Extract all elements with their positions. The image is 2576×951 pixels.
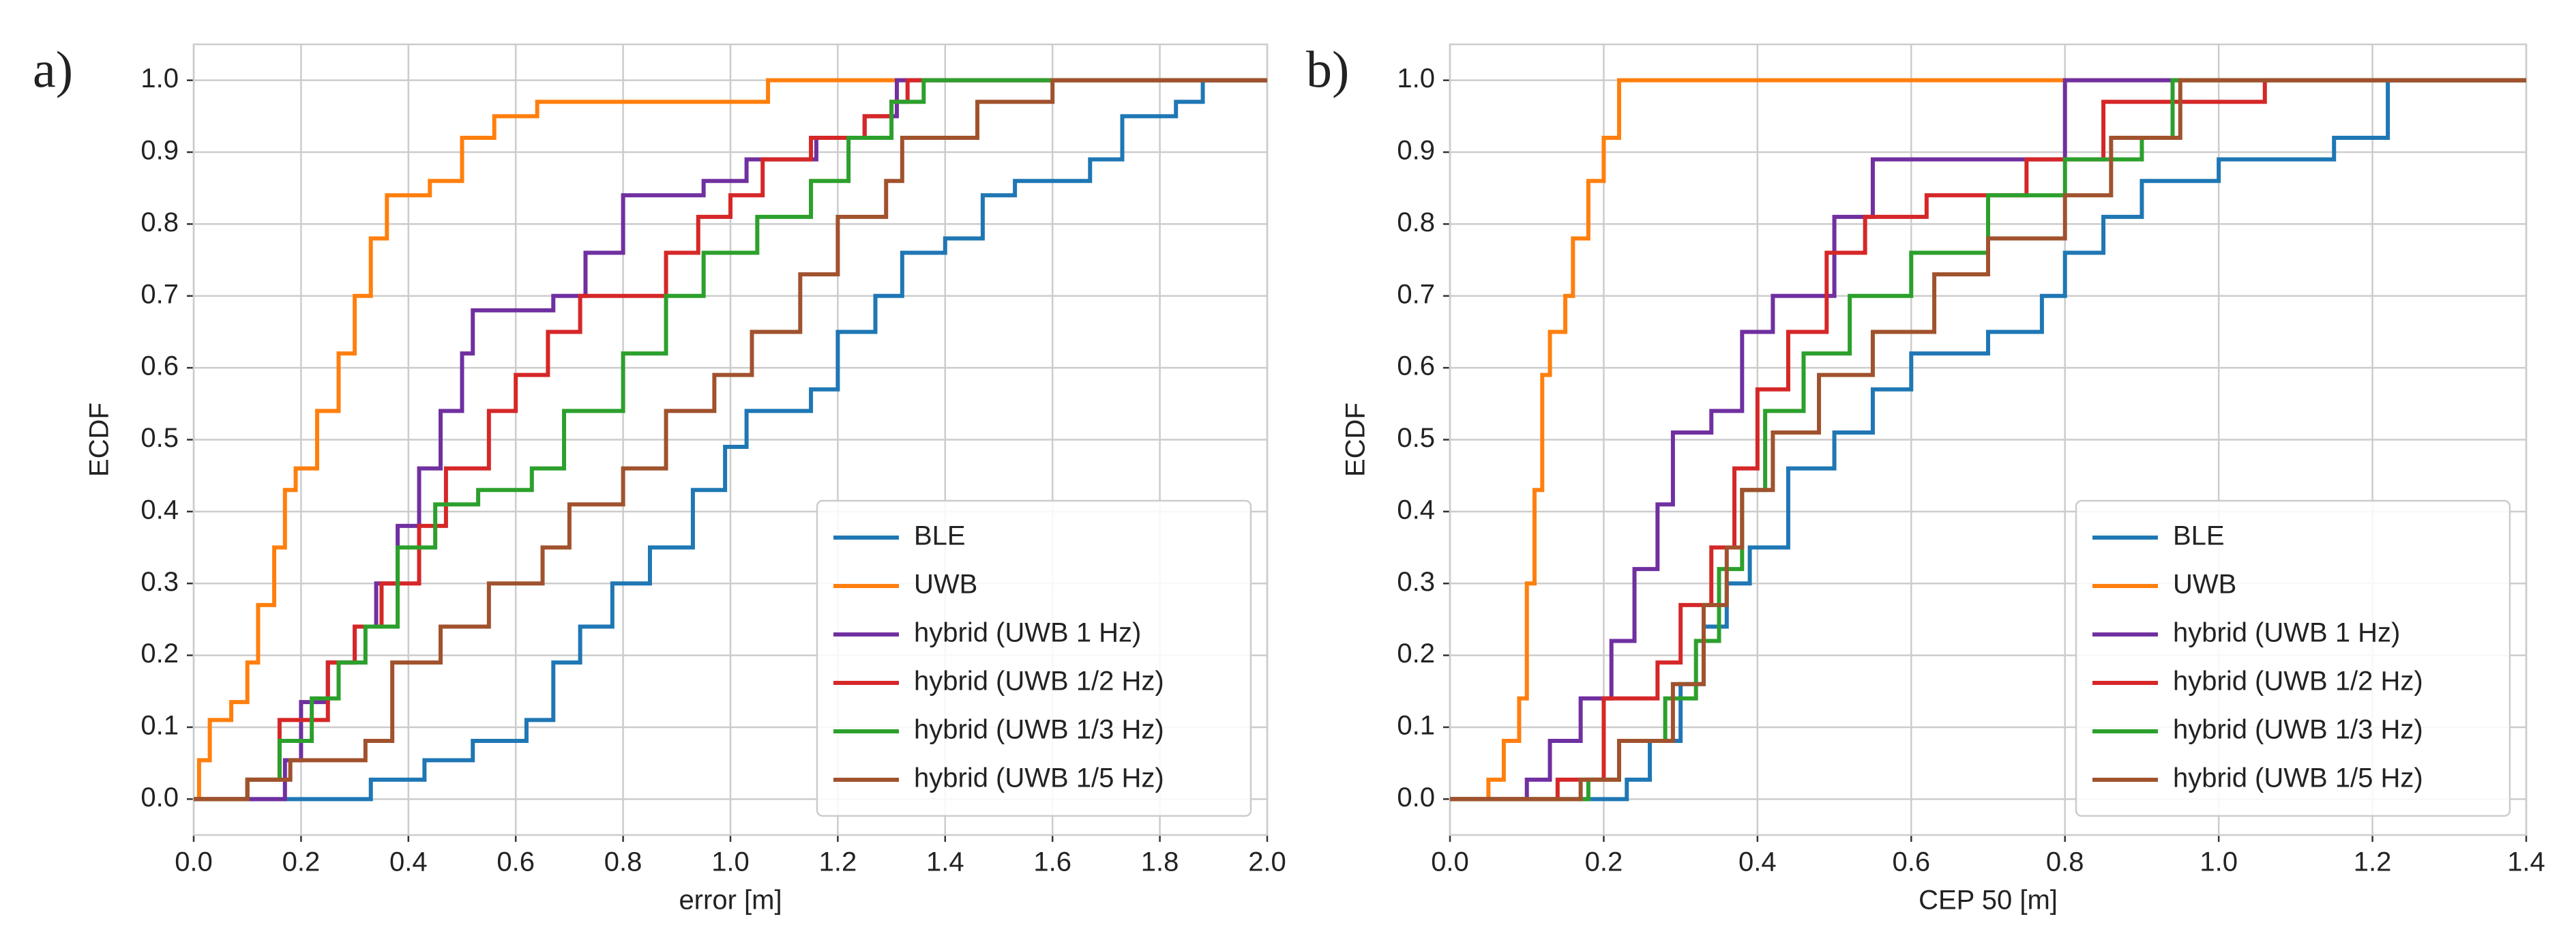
ecdf-line <box>194 78 1267 802</box>
ecdf-line <box>1450 78 2526 802</box>
y-axis-label: ECDF <box>85 403 115 477</box>
x-tick-label: 0.2 <box>1585 847 1623 877</box>
legend-label: hybrid (UWB 1 Hz) <box>914 618 1141 648</box>
x-axis-label: error [m] <box>679 886 782 916</box>
ecdf-line <box>194 78 1267 802</box>
x-tick-label: 0.8 <box>2046 847 2084 877</box>
y-tick-label: 1.0 <box>140 63 179 93</box>
legend-label: BLE <box>914 521 966 551</box>
x-tick-label: 1.4 <box>2507 847 2545 877</box>
ecdf-line <box>194 78 1267 802</box>
y-tick-label: 0.4 <box>1397 495 1435 525</box>
y-tick-label: 0.7 <box>1397 279 1435 309</box>
x-tick-label: 0.8 <box>604 847 642 877</box>
x-tick-label: 0.6 <box>1892 847 1930 877</box>
legend-label: BLE <box>2173 521 2225 551</box>
x-tick-label: 1.2 <box>2354 847 2392 877</box>
legend-label: hybrid (UWB 1 Hz) <box>2173 618 2400 648</box>
x-tick-label: 1.6 <box>1033 847 1071 877</box>
y-tick-label: 0.5 <box>140 423 179 453</box>
y-tick-label: 0.3 <box>140 567 179 597</box>
y-tick-label: 0.4 <box>140 495 179 525</box>
y-tick-label: 0.1 <box>1397 711 1435 741</box>
x-tick-label: 1.2 <box>819 847 857 877</box>
y-tick-label: 0.8 <box>1397 207 1435 237</box>
axes-frame <box>1449 43 2528 836</box>
y-tick-label: 0.7 <box>140 279 179 309</box>
x-tick-label: 1.4 <box>926 847 964 877</box>
x-tick-label: 1.0 <box>2200 847 2238 877</box>
y-axis-label: ECDF <box>1341 403 1371 477</box>
x-tick-label: 1.0 <box>711 847 750 877</box>
legend-label: hybrid (UWB 1/2 Hz) <box>914 667 1164 697</box>
y-tick-label: 0.6 <box>140 351 179 381</box>
legend-label: UWB <box>914 570 977 600</box>
ecdf-line <box>1450 78 2526 802</box>
chart: 0.0 0.1 0.2 0.3 0.4 0.5 0.6 0.7 0.8 0.9 1.0 0.0 0.2 0… <box>33 41 1286 915</box>
y-tick-label: 0.3 <box>1397 567 1435 597</box>
y-tick-label: 0.2 <box>140 639 179 669</box>
ecdf-line <box>1450 78 2526 802</box>
y-tick-label: 1.0 <box>1397 63 1435 93</box>
x-tick-label: 0.6 <box>497 847 535 877</box>
ecdf-line <box>194 78 1267 802</box>
y-tick-label: 0.8 <box>140 207 179 237</box>
y-tick-label: 0.6 <box>1397 351 1435 381</box>
x-tick-label: 0.0 <box>175 847 213 877</box>
legend-label: hybrid (UWB 1/3 Hz) <box>914 715 1164 745</box>
x-tick-label: 1.8 <box>1141 847 1179 877</box>
x-tick-label: 0.2 <box>282 847 321 877</box>
legend-label: hybrid (UWB 1/2 Hz) <box>2173 667 2423 697</box>
legend-box <box>816 499 1252 817</box>
x-tick-label: 0.0 <box>1431 847 1469 877</box>
x-tick-label: 0.4 <box>389 847 428 877</box>
panel-label: b) <box>1306 41 1349 98</box>
y-tick-label: 0.0 <box>140 782 179 813</box>
y-tick-label: 0.5 <box>1397 423 1435 453</box>
legend-label: hybrid (UWB 1/5 Hz) <box>2173 763 2423 793</box>
axes-frame <box>192 43 1269 836</box>
x-tick-label: 2.0 <box>1248 847 1286 877</box>
legend-box <box>2075 499 2511 817</box>
y-tick-label: 0.9 <box>140 136 179 166</box>
legend-label: UWB <box>2173 570 2236 600</box>
x-tick-label: 0.4 <box>1738 847 1777 877</box>
y-tick-label: 0.9 <box>1397 136 1435 166</box>
legend-label: hybrid (UWB 1/3 Hz) <box>2173 715 2423 745</box>
chart: 0.0 0.1 0.2 0.3 0.4 0.5 0.6 0.7 0.8 0.9 1.0 0.0 0.2 0… <box>1306 41 2545 915</box>
y-tick-label: 0.2 <box>1397 639 1435 669</box>
ecdf-line <box>1450 78 2526 802</box>
y-tick-label: 0.0 <box>1397 782 1435 813</box>
legend-label: hybrid (UWB 1/5 Hz) <box>914 763 1164 793</box>
x-axis-label: CEP 50 [m] <box>1919 886 2058 916</box>
y-tick-label: 0.1 <box>140 711 179 741</box>
panel-label: a) <box>33 41 73 98</box>
